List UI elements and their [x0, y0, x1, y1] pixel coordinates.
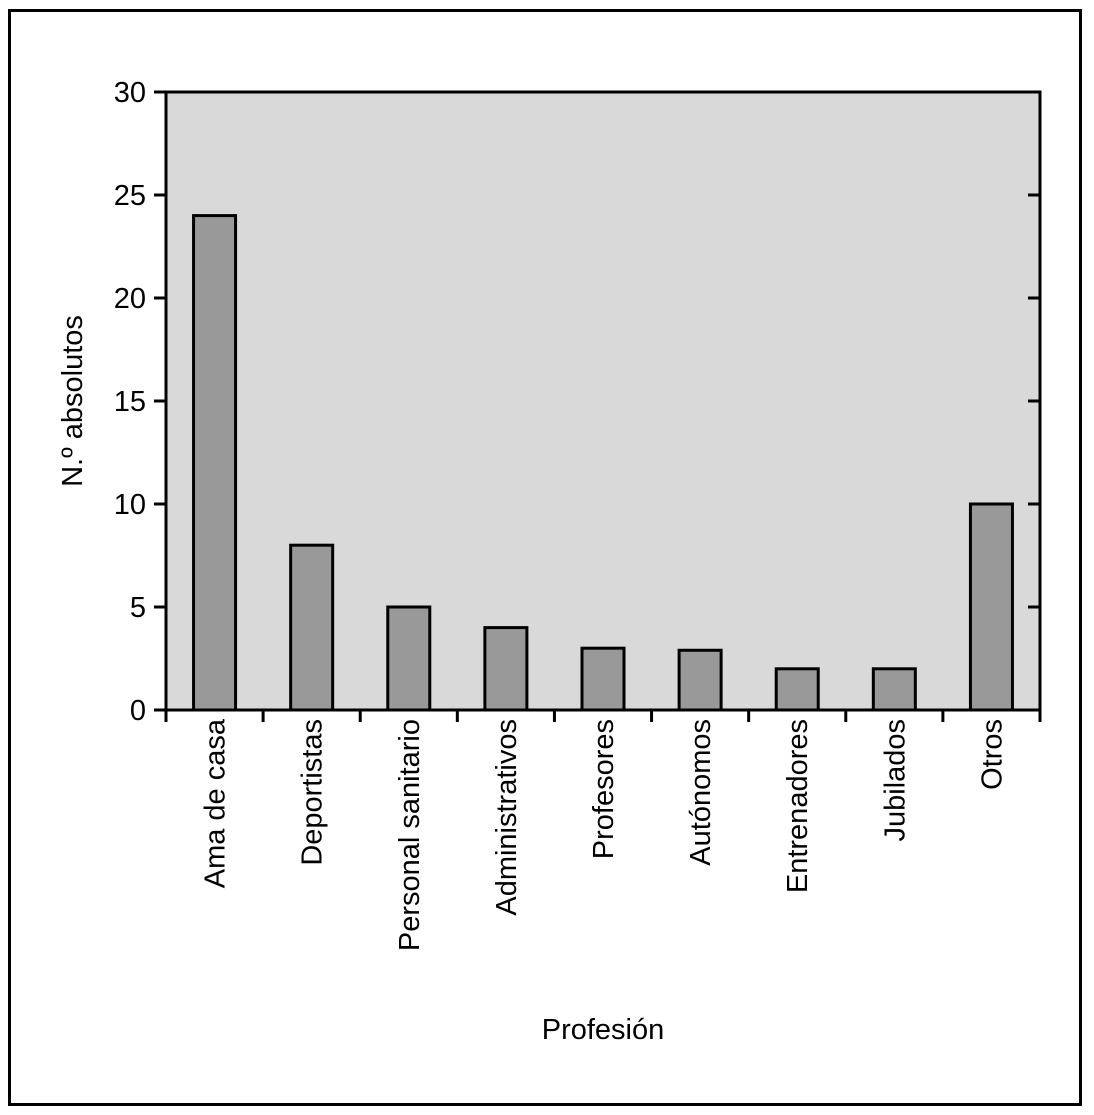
x-ticks-group: Ama de casa Deportistas Personal sanitario… — [164, 710, 1042, 951]
x-tick-label-5: Autónomos — [685, 719, 717, 866]
bar-3 — [483, 626, 529, 712]
y-tick-label-6: 30 — [114, 77, 146, 109]
y-tick-label-2: 10 — [114, 489, 146, 521]
x-tick-label-3: Administrativos — [491, 719, 523, 916]
chart-frame — [8, 9, 1082, 1106]
y-axis-title: N.º absolutos — [57, 315, 89, 487]
bar-4 — [580, 646, 626, 712]
x-tick-label-8: Otros — [976, 719, 1008, 790]
bar-5 — [677, 648, 723, 712]
bar-0 — [192, 214, 238, 712]
bar-2 — [386, 605, 432, 712]
bar-1 — [289, 543, 335, 712]
bar-7 — [871, 667, 917, 712]
x-tick-label-4: Profesores — [588, 719, 620, 859]
x-tick-label-0: Ama de casa — [200, 718, 232, 888]
bar-8 — [968, 502, 1014, 712]
y-tick-label-0: 0 — [130, 695, 146, 727]
y-tick-label-5: 25 — [114, 180, 146, 212]
x-axis-title: Profesión — [542, 1014, 665, 1046]
x-tick-label-1: Deportistas — [297, 719, 329, 866]
bar-6 — [774, 667, 820, 712]
x-tick-label-7: Jubilados — [879, 719, 911, 842]
bars-group — [192, 214, 1014, 712]
y-tick-label-3: 15 — [114, 386, 146, 418]
x-tick-label-6: Entrenadores — [782, 719, 814, 893]
x-tick-label-2: Personal sanitario — [394, 719, 426, 951]
y-ticks-group: 0 5 10 15 20 25 30 — [114, 77, 1040, 727]
y-tick-label-4: 20 — [114, 283, 146, 315]
y-tick-label-1: 5 — [130, 592, 146, 624]
